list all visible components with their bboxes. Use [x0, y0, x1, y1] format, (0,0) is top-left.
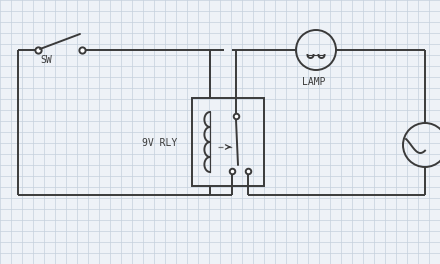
Text: LAMP: LAMP [302, 77, 326, 87]
Bar [192, 98, 264, 186]
Text: SW: SW [40, 55, 52, 65]
Text: 9V RLY: 9V RLY [142, 138, 177, 148]
